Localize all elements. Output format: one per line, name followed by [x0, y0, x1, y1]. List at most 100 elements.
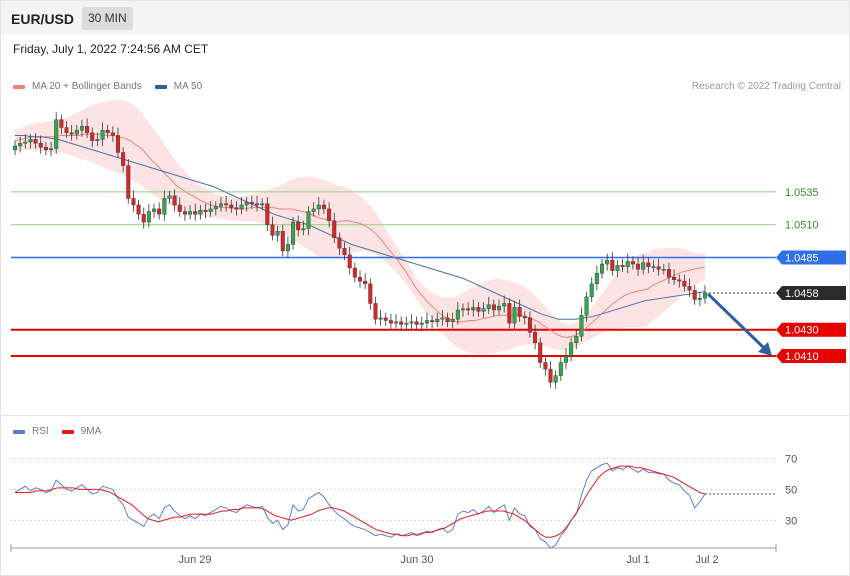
candle — [79, 119, 84, 137]
candle-body — [229, 204, 234, 208]
candle — [146, 203, 151, 228]
ma20-line — [14, 133, 706, 339]
candle-body — [244, 202, 249, 206]
rsi-ma-line — [15, 465, 706, 538]
candle-body — [131, 198, 136, 206]
level-label-3: 1.0430 — [785, 325, 819, 337]
candle-body — [589, 283, 594, 298]
candle-body — [399, 321, 404, 325]
candle — [177, 197, 182, 217]
candle — [38, 135, 43, 154]
candle-body — [507, 303, 512, 324]
candle — [270, 216, 275, 241]
candlestick-layer — [12, 111, 708, 389]
ma50-line — [15, 134, 706, 320]
candle — [440, 310, 445, 326]
candle — [203, 203, 208, 219]
candle — [100, 122, 105, 146]
rsi-swatch — [13, 429, 25, 434]
candle-body — [157, 208, 162, 215]
candle-body — [419, 322, 424, 325]
candle — [610, 252, 615, 276]
candle-body — [435, 318, 440, 323]
candle — [224, 195, 229, 212]
candle-body — [95, 139, 100, 141]
candle — [486, 296, 491, 314]
candle-body — [327, 208, 332, 221]
candle — [522, 311, 527, 325]
candle-body — [697, 297, 702, 300]
candle — [491, 299, 496, 317]
candle-body — [574, 336, 579, 344]
candle-body — [661, 269, 666, 271]
candle-body — [239, 204, 244, 210]
candle — [455, 302, 460, 325]
timeframe-button[interactable]: 30 MIN — [82, 7, 133, 30]
candle-body — [337, 237, 342, 249]
candle-body — [28, 139, 33, 143]
candle-body — [579, 315, 584, 337]
candle-body — [450, 318, 455, 323]
candle — [249, 195, 254, 209]
candle — [605, 253, 610, 271]
candle — [255, 195, 260, 212]
candle — [646, 257, 651, 274]
candle-body — [203, 210, 208, 212]
candle — [213, 201, 218, 216]
candle — [553, 370, 558, 389]
bollinger-band-layer — [15, 99, 705, 355]
candle — [229, 199, 234, 213]
candle-body — [522, 316, 527, 319]
candle-body — [213, 206, 218, 210]
candle-body — [105, 129, 110, 134]
candle-body — [38, 143, 43, 148]
candle-body — [460, 308, 465, 311]
candle-body — [152, 208, 157, 212]
candle — [23, 134, 28, 149]
candle-body — [12, 145, 17, 151]
candle-body — [270, 224, 275, 236]
candle — [419, 316, 424, 331]
candle — [162, 190, 167, 221]
candle — [69, 124, 74, 141]
candle-body — [594, 273, 599, 284]
ma20-legend-label: MA 20 + Bollinger Bands — [32, 81, 142, 92]
candle — [54, 111, 59, 154]
candle — [105, 124, 110, 139]
x-axis-layer: Jun 29 Jun 30 Jul 1 Jul 2 — [10, 544, 777, 566]
candle — [33, 132, 38, 149]
candle-body — [625, 261, 630, 267]
candle — [74, 124, 79, 140]
candle — [620, 258, 625, 272]
level-tag-4 — [776, 348, 846, 363]
bollinger-band — [15, 99, 705, 355]
candle — [275, 226, 280, 242]
candle-body — [692, 290, 697, 300]
candle-body — [368, 283, 373, 304]
candle-body — [666, 269, 671, 278]
candle — [347, 247, 352, 275]
candle — [414, 316, 419, 330]
candle-body — [378, 317, 383, 320]
copyright-label: Research © 2022 Trading Central — [691, 81, 841, 92]
candle — [43, 142, 48, 156]
candle-body — [527, 317, 532, 333]
candle — [378, 310, 383, 326]
rsi-layer: 70 50 30 — [11, 453, 797, 549]
rsi-tick-50: 50 — [785, 484, 797, 496]
candle-body — [193, 211, 198, 215]
candle — [198, 205, 203, 220]
candle — [661, 264, 666, 275]
candle — [265, 197, 270, 232]
candle — [141, 207, 146, 229]
candle-body — [502, 303, 507, 307]
candle — [435, 312, 440, 328]
candle — [95, 132, 100, 146]
rsi-legend-label: RSI — [32, 426, 49, 437]
rsi-ma-swatch — [61, 429, 74, 434]
candle-body — [481, 308, 486, 312]
candle-body — [517, 307, 522, 317]
candle — [579, 307, 584, 342]
candle — [327, 202, 332, 228]
candle — [502, 295, 507, 313]
